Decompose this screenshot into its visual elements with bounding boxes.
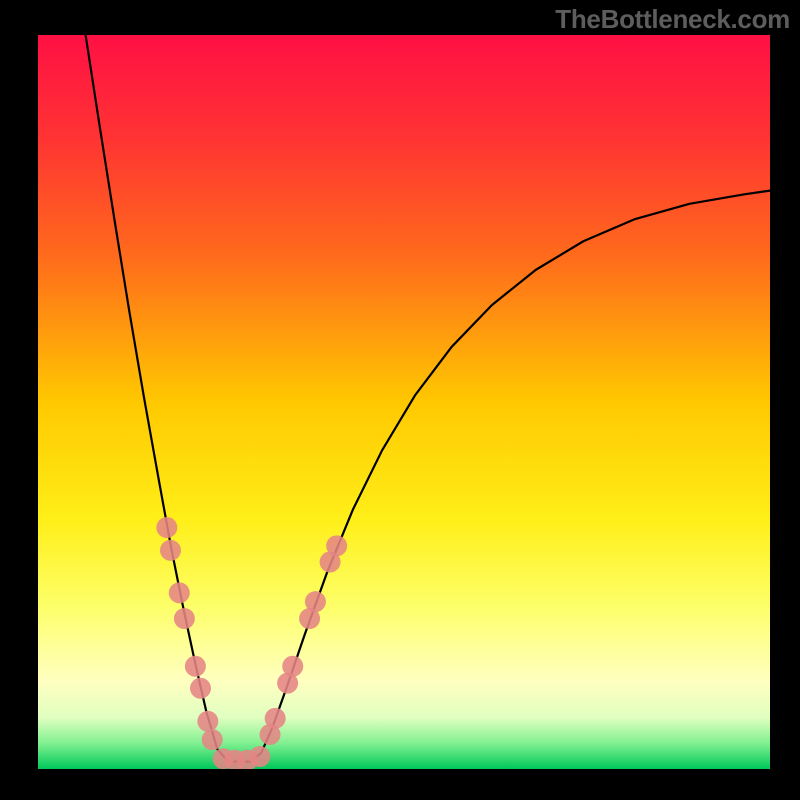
curve-marker	[156, 517, 177, 538]
curve-marker	[282, 656, 303, 677]
curve-marker	[169, 582, 190, 603]
curve-marker	[305, 591, 326, 612]
curve-marker	[190, 678, 211, 699]
curve-marker	[160, 540, 181, 561]
curve-marker	[265, 708, 286, 729]
plot-background	[38, 35, 770, 769]
curve-marker	[185, 656, 206, 677]
curve-marker	[197, 711, 218, 732]
chart-frame: TheBottleneck.com	[0, 0, 800, 800]
curve-marker	[326, 535, 347, 556]
watermark-text: TheBottleneck.com	[555, 4, 790, 35]
bottleneck-chart	[0, 0, 800, 800]
curve-marker	[202, 729, 223, 750]
curve-marker	[249, 746, 270, 767]
curve-marker	[174, 608, 195, 629]
